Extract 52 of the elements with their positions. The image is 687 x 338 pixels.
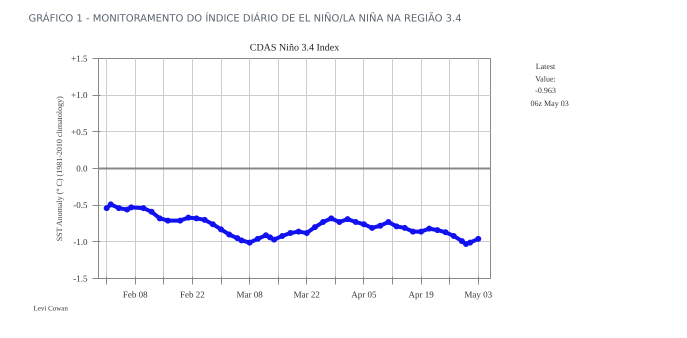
x-tick-label: Apr 05 — [351, 290, 378, 300]
point — [475, 236, 482, 242]
point — [116, 205, 122, 212]
point — [426, 226, 432, 232]
point — [394, 223, 400, 230]
point — [352, 219, 359, 226]
point — [124, 206, 130, 213]
point — [369, 224, 376, 231]
y-tick-label: 0.0 — [76, 164, 88, 174]
point — [377, 222, 384, 229]
point — [185, 214, 192, 221]
point — [467, 240, 474, 246]
point — [104, 205, 110, 212]
x-tick-label: Apr 19 — [408, 290, 434, 300]
point — [296, 228, 302, 235]
point — [202, 216, 208, 223]
y-tick-label: +1.0 — [71, 90, 88, 100]
point — [210, 221, 216, 228]
point — [320, 219, 326, 226]
point — [402, 224, 408, 231]
y-tick-label: +0.5 — [71, 126, 88, 137]
x-tick-label: Feb 08 — [122, 290, 148, 300]
point — [385, 219, 392, 226]
point — [442, 229, 449, 236]
y-tick-label: -1.5 — [73, 274, 88, 284]
point — [450, 232, 457, 239]
x-tick-label: Feb 22 — [180, 290, 205, 300]
chart-subtitle: CDAS Niño 3.4 Index — [250, 42, 340, 54]
chart-title: GRÁFICO 1 - MONITORAMENTO DO ÍNDICE DIÁRIO DE EL NIÑO/LA NIÑA NA REGIÃO 3.4 — [28, 12, 462, 24]
text: Latest Value: -0.963 — [535, 62, 556, 96]
x-tick-label: May 03 — [464, 290, 493, 300]
point — [458, 238, 465, 244]
point — [148, 208, 155, 215]
text: 06z May 03 — [530, 98, 569, 108]
x-tick-label: Mar 08 — [236, 290, 264, 300]
y-axis-title: SST Anomaly (° C) (1981-2010 climatology) — [55, 96, 64, 242]
point — [194, 215, 200, 222]
point — [336, 219, 342, 226]
point — [108, 201, 114, 208]
point — [360, 221, 367, 228]
point — [177, 218, 184, 224]
point — [164, 218, 171, 224]
point — [156, 215, 163, 222]
point — [328, 215, 334, 222]
y-tick-label: +1.5 — [71, 54, 88, 64]
y-tick-label: -0.5 — [73, 200, 88, 210]
x-tick-label: Mar 22 — [294, 290, 320, 300]
point — [418, 228, 424, 235]
point — [434, 227, 440, 234]
point — [410, 228, 416, 235]
point — [344, 216, 351, 222]
y-tick-label: -1.0 — [73, 236, 88, 247]
